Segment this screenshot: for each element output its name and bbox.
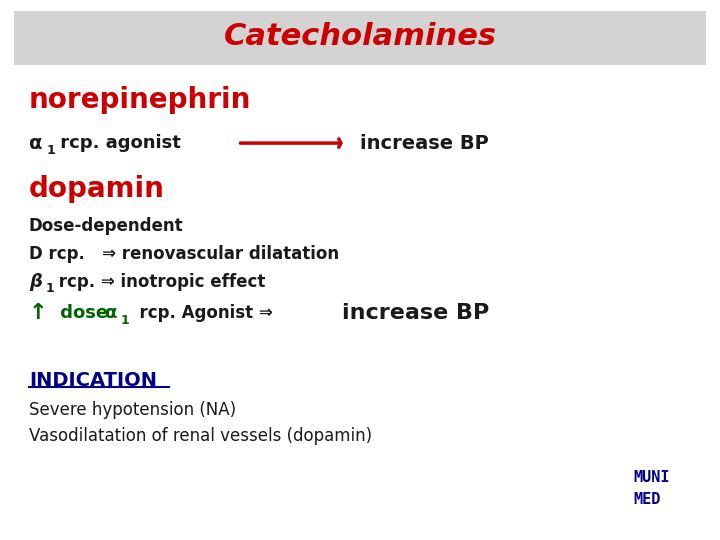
Text: 1: 1 — [47, 144, 55, 157]
Text: D rcp.   ⇒ renovascular dilatation: D rcp. ⇒ renovascular dilatation — [29, 245, 339, 263]
Text: MUNI: MUNI — [634, 470, 670, 485]
Text: Catecholamines: Catecholamines — [223, 22, 497, 51]
Text: 1: 1 — [121, 314, 130, 327]
Text: norepinephrin: norepinephrin — [29, 86, 251, 114]
Text: Severe hypotension (NA): Severe hypotension (NA) — [29, 401, 236, 420]
Text: Vasodilatation of renal vessels (dopamin): Vasodilatation of renal vessels (dopamin… — [29, 427, 372, 446]
Text: MED: MED — [634, 492, 661, 507]
Text: α: α — [104, 304, 117, 322]
Text: increase BP: increase BP — [360, 133, 489, 153]
Text: β: β — [29, 273, 42, 291]
FancyBboxPatch shape — [14, 11, 706, 65]
Text: dopamin: dopamin — [29, 175, 165, 203]
Text: Dose-dependent: Dose-dependent — [29, 217, 184, 235]
Text: α: α — [29, 133, 42, 153]
Text: rcp. ⇒ inotropic effect: rcp. ⇒ inotropic effect — [53, 273, 265, 291]
Text: rcp. Agonist ⇒: rcp. Agonist ⇒ — [128, 304, 279, 322]
Text: 1: 1 — [45, 282, 54, 295]
Text: increase BP: increase BP — [342, 303, 490, 323]
Text: INDICATION: INDICATION — [29, 371, 157, 390]
Text: dose: dose — [54, 304, 114, 322]
Text: ↑: ↑ — [29, 303, 48, 323]
Text: rcp. agonist: rcp. agonist — [54, 134, 181, 152]
